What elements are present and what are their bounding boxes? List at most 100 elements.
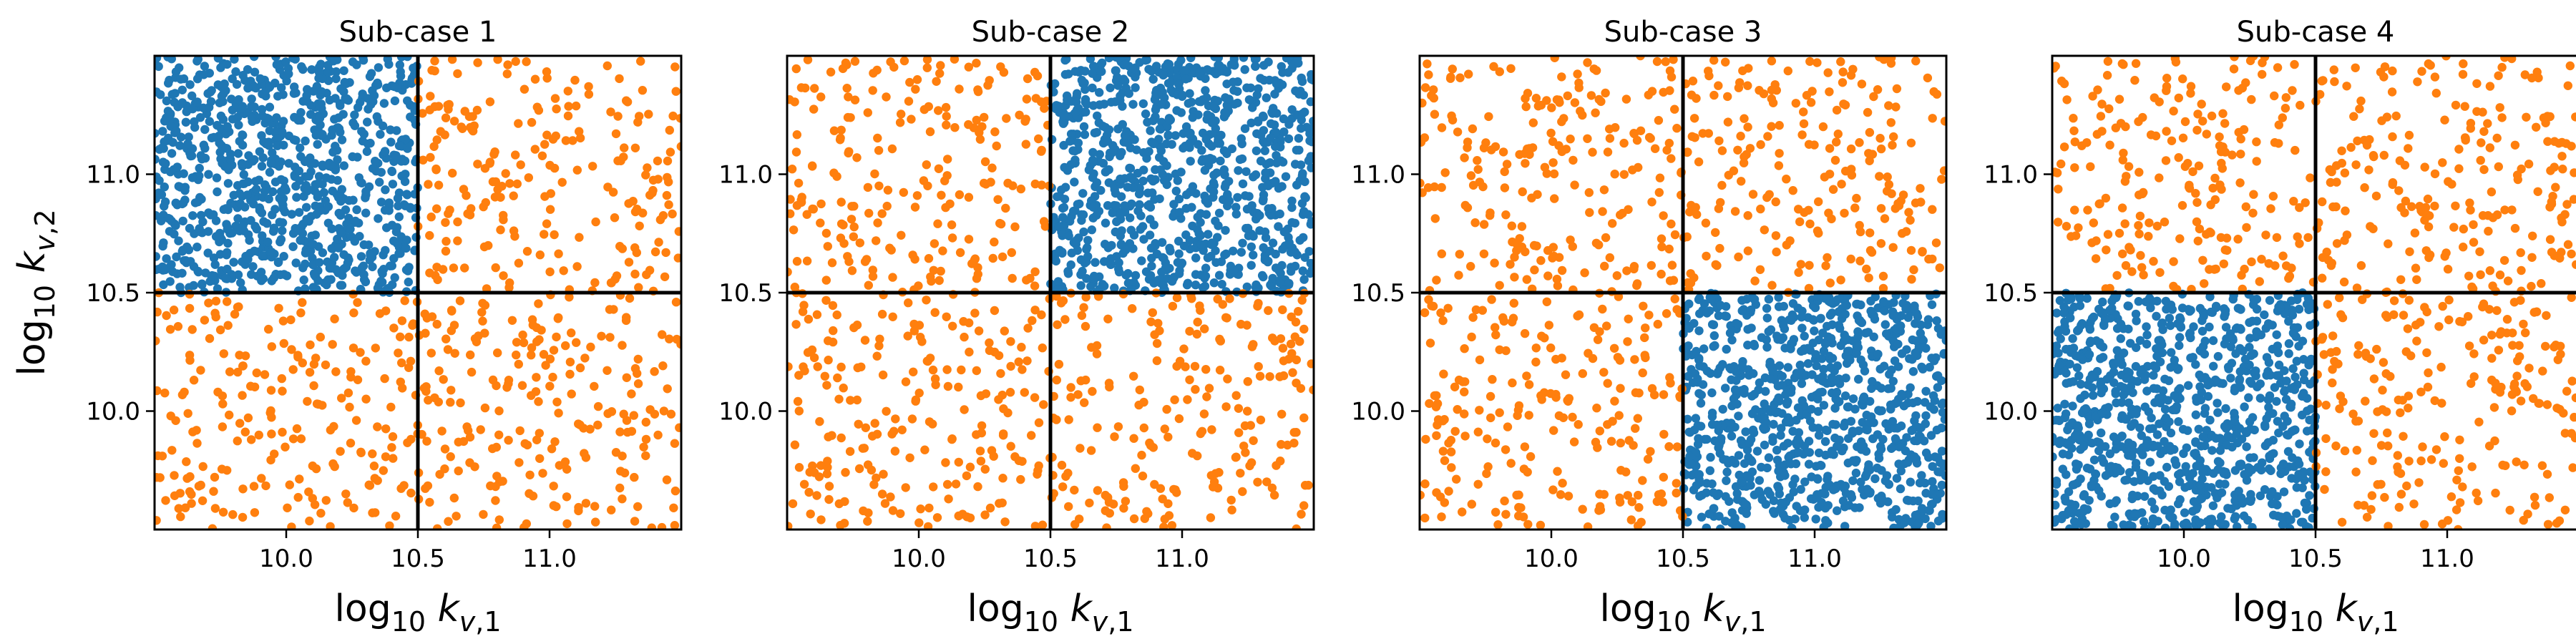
scatter-point <box>1420 178 1425 188</box>
scatter-point <box>1192 329 1202 339</box>
scatter-point <box>1086 446 1096 455</box>
scatter-point <box>446 398 455 407</box>
scatter-point <box>502 69 512 79</box>
scatter-point <box>1129 434 1138 443</box>
scatter-point <box>1707 412 1717 421</box>
scatter-point <box>1702 308 1712 318</box>
scatter-point <box>1175 356 1185 366</box>
scatter-point <box>1139 423 1149 433</box>
scatter-point <box>1216 156 1225 166</box>
scatter-point <box>278 427 287 437</box>
scatter-point <box>514 359 523 369</box>
scatter-point <box>2074 371 2084 381</box>
scatter-point <box>836 520 845 530</box>
scatter-point <box>664 200 673 210</box>
scatter-point <box>440 444 450 454</box>
scatter-point <box>1694 326 1704 336</box>
scatter-point <box>1309 117 1314 126</box>
scatter-point <box>402 190 411 199</box>
scatter-point <box>540 192 550 201</box>
scatter-point <box>1243 406 1252 416</box>
scatter-point <box>1463 137 1473 147</box>
scatter-point <box>1161 263 1171 273</box>
scatter-point <box>1598 207 1607 216</box>
scatter-point <box>167 260 176 269</box>
scatter-point <box>1938 330 1946 340</box>
scatter-point <box>1843 434 1853 443</box>
scatter-point <box>512 350 521 360</box>
scatter-point <box>857 362 866 371</box>
scatter-point <box>1851 468 1861 478</box>
scatter-point <box>1667 154 1676 163</box>
scatter-point <box>1038 343 1048 353</box>
scatter-point <box>922 356 932 366</box>
scatter-point <box>855 238 865 248</box>
scatter-point <box>1591 437 1601 447</box>
scatter-point <box>1231 203 1241 212</box>
scatter-point <box>282 271 292 280</box>
scatter-point <box>1103 314 1113 323</box>
scatter-point <box>1672 305 1682 314</box>
scatter-point <box>1599 489 1609 499</box>
scatter-point <box>1253 301 1262 311</box>
scatter-point <box>1711 228 1720 238</box>
scatter-point <box>1087 343 1096 352</box>
scatter-point <box>1185 130 1195 140</box>
scatter-point <box>1760 399 1769 409</box>
scatter-point <box>479 509 488 519</box>
scatter-point <box>815 416 824 426</box>
scatter-point <box>567 389 576 399</box>
scatter-point <box>1204 384 1214 393</box>
scatter-point <box>1104 125 1114 135</box>
scatter-point <box>1518 187 1527 197</box>
scatter-point <box>394 348 403 358</box>
scatter-point <box>1110 432 1119 441</box>
scatter-point <box>1277 62 1287 72</box>
scatter-point <box>1714 311 1724 321</box>
scatter-point <box>1780 513 1790 523</box>
scatter-point <box>1698 129 1707 138</box>
scatter-point <box>1829 485 1838 494</box>
scatter-point <box>1075 514 1084 524</box>
scatter-point <box>1259 61 1269 70</box>
scatter-point <box>1603 379 1612 388</box>
scatter-point <box>552 502 561 512</box>
scatter-point <box>1102 523 1111 530</box>
scatter-point <box>522 519 531 529</box>
scatter-point <box>432 319 441 329</box>
scatter-point <box>279 140 288 150</box>
scatter-point <box>1683 278 1693 288</box>
scatter-point <box>287 522 296 530</box>
scatter-point <box>888 506 898 515</box>
scatter-point <box>1886 118 1896 127</box>
scatter-point <box>1823 426 1832 436</box>
scatter-point <box>1243 377 1253 386</box>
scatter-point <box>882 406 891 416</box>
scatter-point <box>1810 326 1819 336</box>
scatter-point <box>1646 260 1656 270</box>
scatter-point <box>1900 518 1909 527</box>
scatter-point <box>386 137 396 147</box>
scatter-point <box>1094 118 1104 127</box>
scatter-point <box>1797 130 1807 140</box>
scatter-point <box>1937 480 1946 490</box>
scatter-point <box>337 280 347 290</box>
scatter-point <box>1856 477 1865 487</box>
scatter-point <box>983 81 992 90</box>
scatter-point <box>277 374 286 384</box>
scatter-point <box>1715 243 1724 253</box>
scatter-point <box>252 224 261 234</box>
scatter-point <box>897 109 906 119</box>
scatter-point <box>223 225 232 234</box>
scatter-point <box>1152 338 1162 348</box>
scatter-point <box>1268 333 1277 343</box>
scatter-point <box>532 102 542 112</box>
scatter-point <box>433 524 442 530</box>
scatter-point <box>228 509 238 519</box>
scatter-point <box>1804 436 1814 446</box>
scatter-point <box>1229 246 1238 255</box>
scatter-point <box>936 266 945 276</box>
scatter-point <box>162 311 171 321</box>
scatter-point <box>446 452 455 462</box>
scatter-point <box>213 56 223 63</box>
